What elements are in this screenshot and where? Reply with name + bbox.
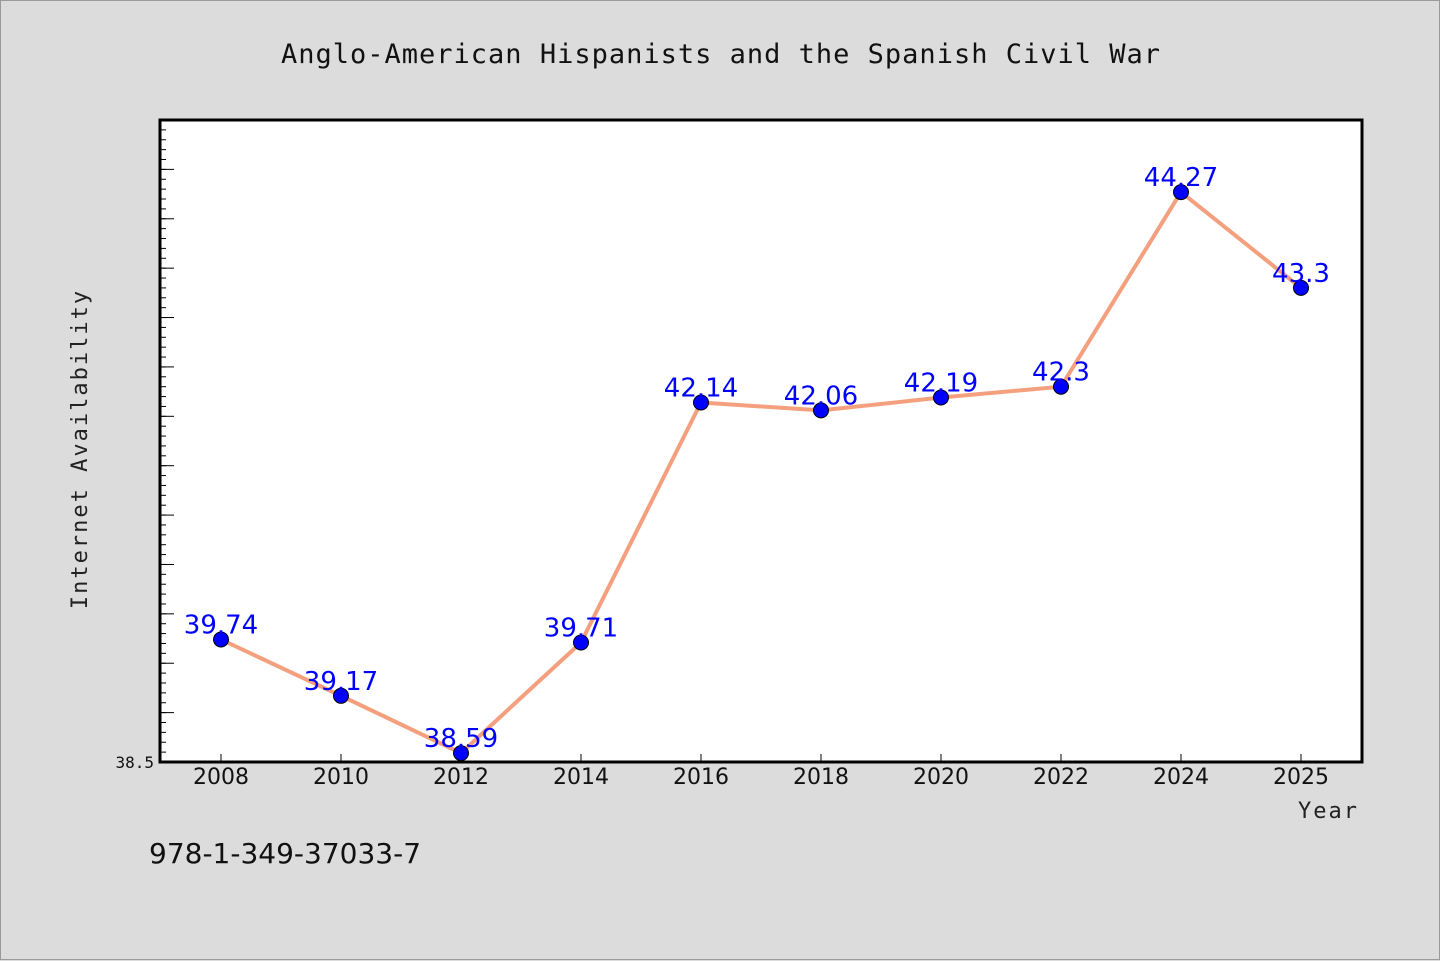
x-tick-label: 2008 (193, 765, 249, 790)
data-point (813, 402, 829, 419)
data-point (1173, 184, 1189, 201)
data-point (453, 745, 469, 762)
data-label: 39.71 (544, 614, 618, 644)
x-axis-ticks: 2008 2010 2012 2014 2016 2018 2020 2022 2024 2025 (193, 754, 1329, 790)
data-point (333, 687, 349, 704)
data-point (933, 389, 949, 406)
x-tick-label: 2024 (1153, 765, 1209, 790)
data-label: 38.59 (424, 724, 498, 754)
data-label: 44.27 (1144, 163, 1218, 193)
data-label: 43.3 (1272, 259, 1330, 289)
y-axis-ticks (160, 119, 174, 763)
data-label: 42.3 (1032, 358, 1090, 388)
data-label: 42.06 (784, 381, 858, 411)
x-tick-label: 2016 (673, 765, 729, 790)
isbn-text: 978-1-349-37033-7 (149, 837, 421, 870)
x-tick-label: 2010 (313, 765, 369, 790)
x-tick-label: 2014 (553, 765, 609, 790)
chart-title: Anglo-American Hispanists and the Spanis… (281, 39, 1161, 70)
data-label: 39.17 (304, 667, 378, 697)
plot-area (158, 118, 1364, 764)
data-label: 39.74 (184, 611, 258, 641)
data-point (213, 631, 229, 648)
x-axis-label: Year (1298, 799, 1359, 824)
y-axis-label: Internet Availability (68, 289, 93, 609)
data-point (1053, 378, 1069, 395)
data-label: 42.14 (664, 374, 738, 404)
x-tick-label: 2020 (913, 765, 969, 790)
data-point (693, 394, 709, 411)
series-layer: 39.74 39.17 38.59 39.71 42.14 42.06 42.19 42.3 4… (184, 163, 1330, 762)
x-tick-label: 2018 (793, 765, 849, 790)
series-line (219, 190, 1303, 756)
data-point (573, 634, 589, 651)
data-label: 42.19 (904, 369, 978, 399)
x-tick-label: 2012 (433, 765, 489, 790)
data-point (1293, 279, 1309, 296)
y-tick-label: 38.5 (115, 753, 154, 772)
x-tick-label: 2025 (1273, 765, 1329, 790)
x-tick-label: 2022 (1033, 765, 1089, 790)
